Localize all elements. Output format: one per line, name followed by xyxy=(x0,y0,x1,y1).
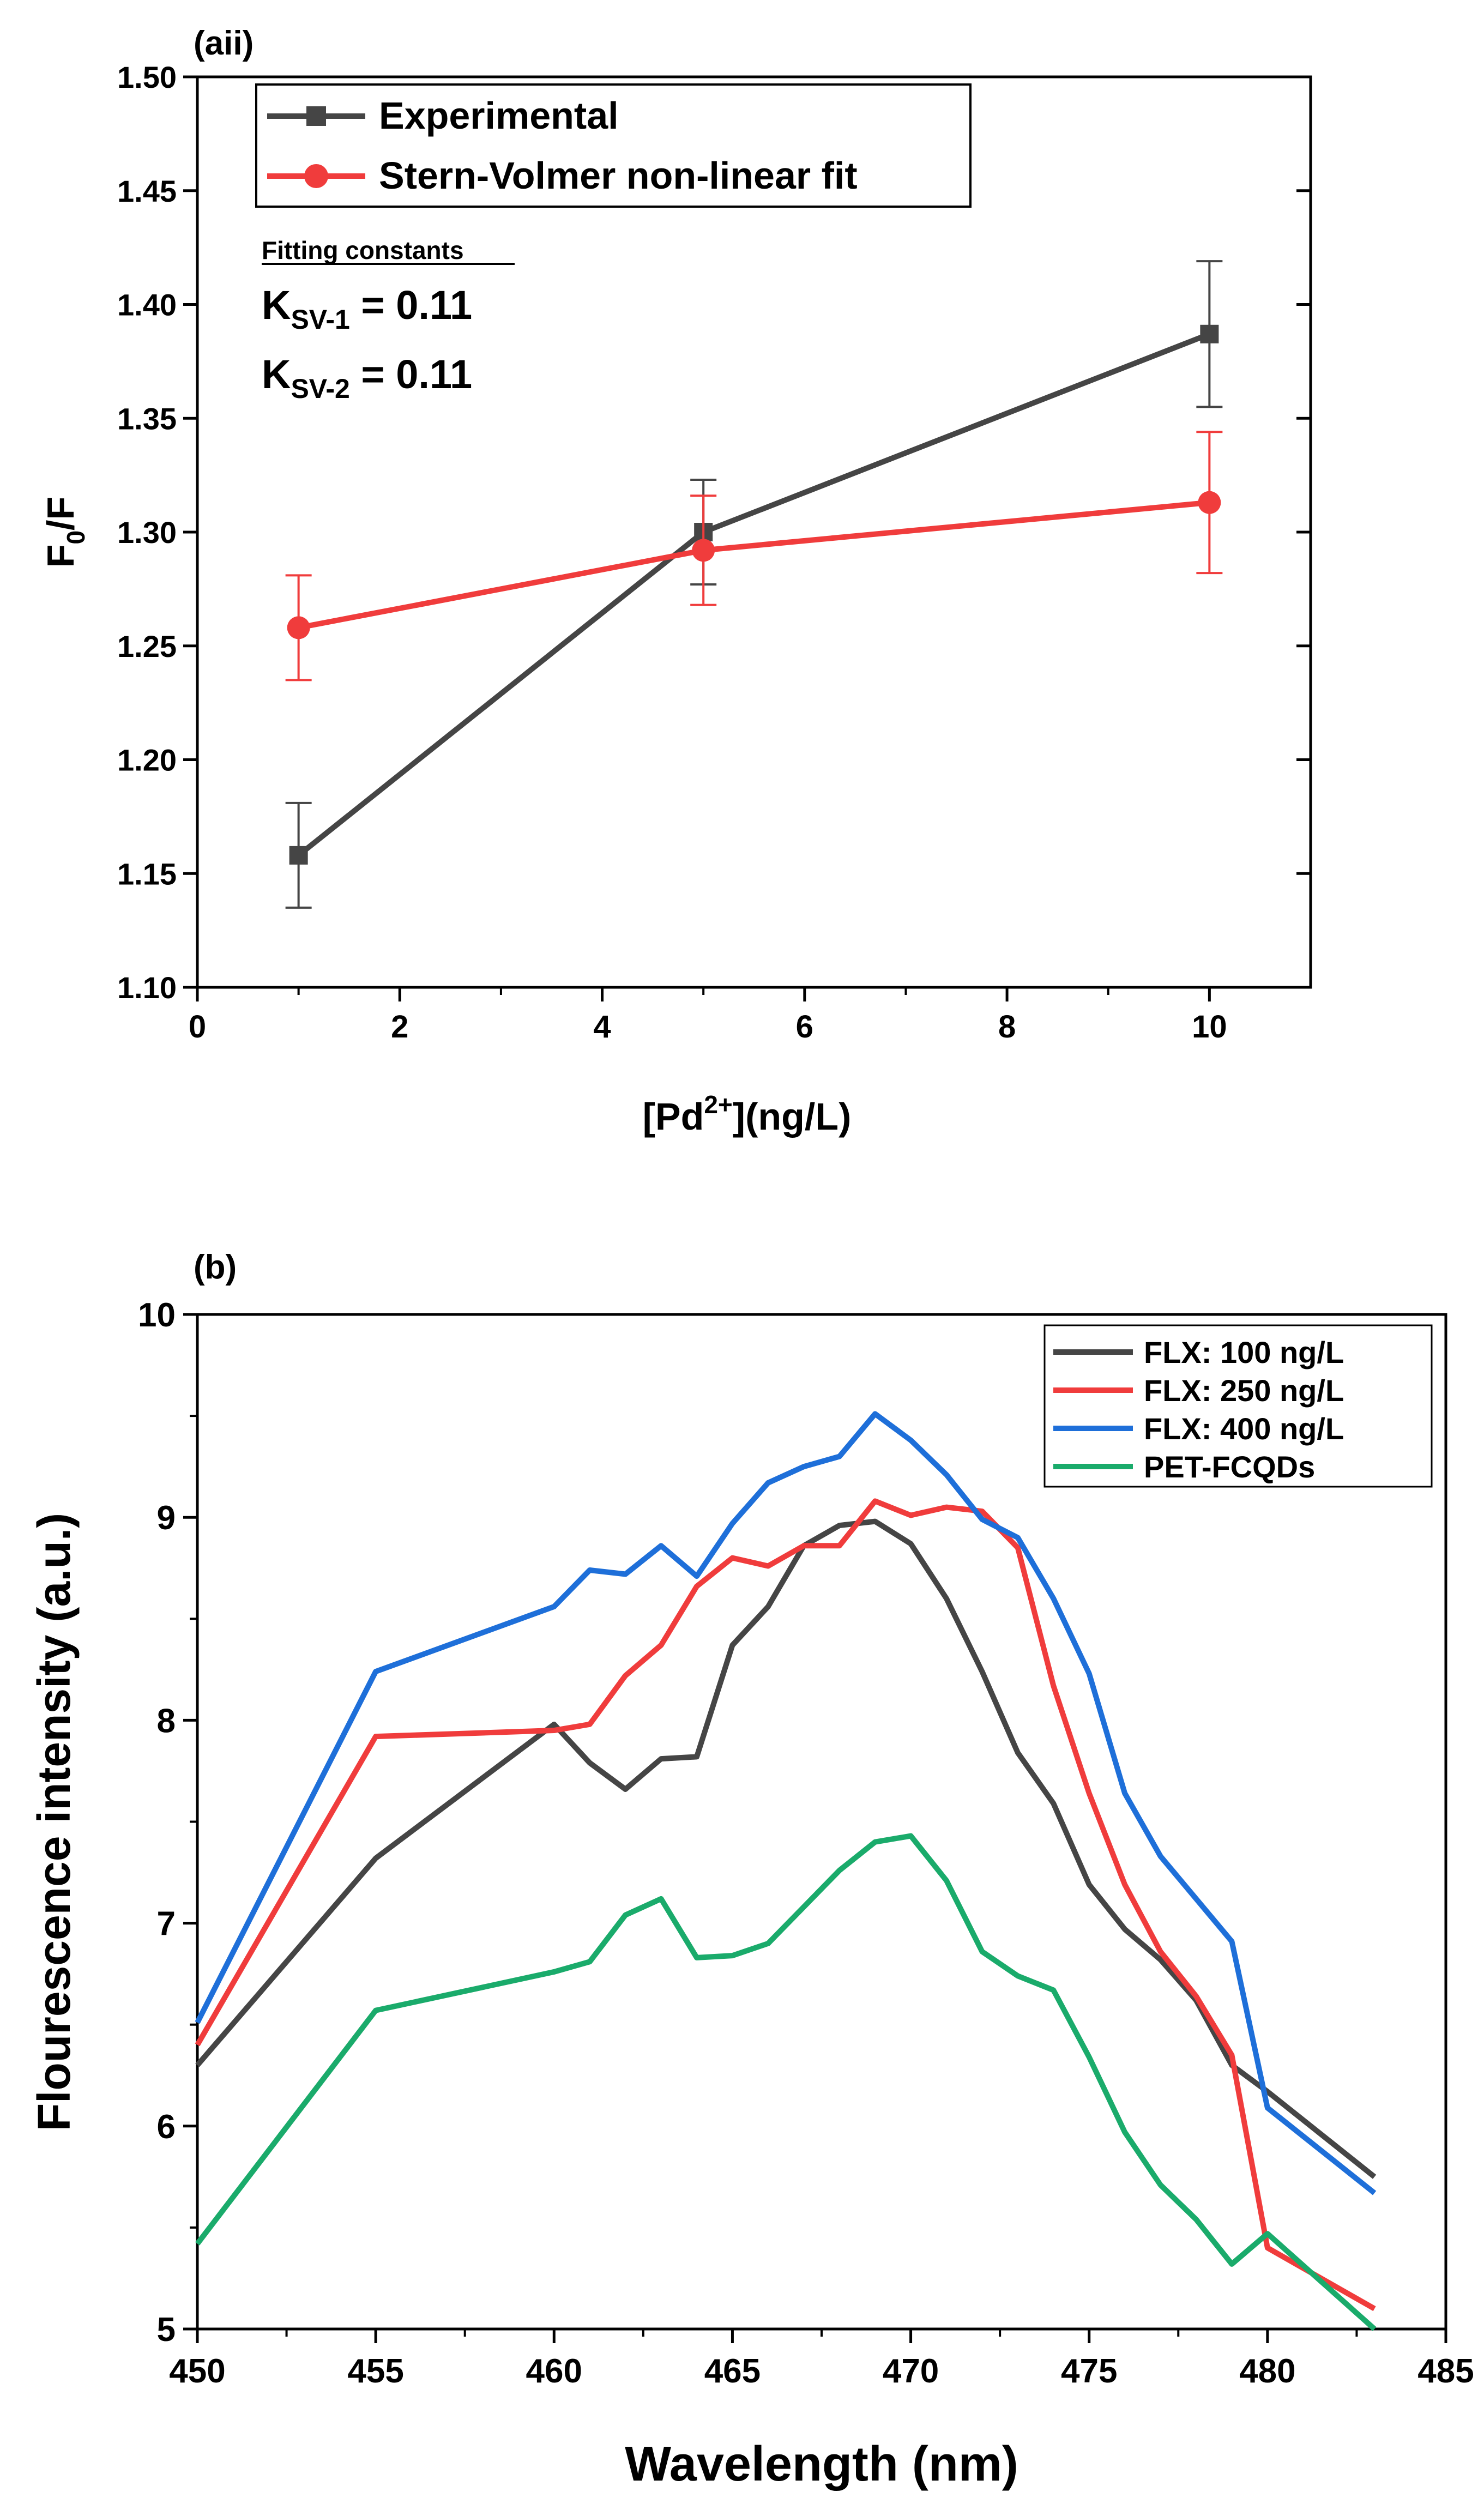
series-flx-400-ng-l xyxy=(195,1411,1377,2195)
panel-aii-grid-ticks: 0 2 4 6 8 10 1.10 1.15 1.20 1.25 1.30 1.35 1.40 1.45 1… xyxy=(117,60,1311,1045)
x-title-superscript: 2+ xyxy=(704,1090,732,1119)
y-title-part-1: F xyxy=(39,545,82,568)
y-tick-label: 7 xyxy=(157,1905,176,1943)
panel-aii-frame xyxy=(196,75,1312,989)
legend-label-flx-400: FLX: 400 ng/L xyxy=(1144,1411,1344,1446)
y-tick-label: 1.30 xyxy=(117,515,177,550)
ksv1-subscript: SV-1 xyxy=(291,304,349,335)
panel-aii-series xyxy=(285,260,1223,909)
x-tick-label: 475 xyxy=(1061,2352,1117,2390)
series-line xyxy=(297,331,1211,858)
x-tick-label: 470 xyxy=(883,2352,939,2390)
ksv2-text: KSV-2 = 0.11 xyxy=(262,352,472,404)
data-point xyxy=(1200,324,1219,343)
ksv2-subscript: SV-2 xyxy=(291,373,349,404)
ksv2-value: = 0.11 xyxy=(350,352,472,397)
legend-entry-pet-fcqds: PET-FCQDs xyxy=(1053,1450,1315,1484)
panel-aii-label: (aii) xyxy=(194,25,254,62)
y-title-subscript: 0 xyxy=(62,530,90,545)
data-point xyxy=(287,616,310,639)
y-tick-label: 8 xyxy=(157,1702,176,1740)
panel-b: (b) 450 455 460 465 470 475 480 485 5 6 7 8 9 10 FLX:… xyxy=(28,1248,1474,2491)
panel-aii: (aii) 0 2 4 6 8 10 1.10 1.15 1.20 1.25 1.30 1.35 1.4… xyxy=(39,25,1312,1138)
ksv1-text: KSV-1 = 0.11 xyxy=(262,282,472,335)
panel-b-legend: FLX: 100 ng/L FLX: 250 ng/L FLX: 400 ng/… xyxy=(1043,1324,1433,1488)
panel-b-grid-ticks: 450 455 460 465 470 475 480 485 5 6 7 8 9 10 xyxy=(138,1296,1474,2390)
data-point xyxy=(1198,491,1221,514)
legend-entry-flx-400: FLX: 400 ng/L xyxy=(1053,1411,1344,1446)
data-point xyxy=(289,846,308,865)
y-tick-label: 6 xyxy=(157,2108,176,2146)
series-flx-250-ng-l xyxy=(195,1498,1376,2312)
ksv1-value: = 0.11 xyxy=(350,282,472,328)
x-tick-label: 455 xyxy=(347,2352,403,2390)
y-tick-label: 1.35 xyxy=(117,401,177,436)
y-tick-label: 1.45 xyxy=(117,174,177,208)
legend-entry-flx-100: FLX: 100 ng/L xyxy=(1053,1335,1344,1369)
legend-box xyxy=(255,83,972,208)
y-tick-label: 5 xyxy=(157,2311,176,2349)
x-tick-label: 6 xyxy=(796,1009,813,1045)
fitting-constants-annotation: Fitting constants KSV-1 = 0.11 KSV-2 = 0… xyxy=(262,236,515,404)
data-point xyxy=(692,539,715,562)
ksv2-symbol: K xyxy=(262,352,291,397)
legend-label-flx-100: FLX: 100 ng/L xyxy=(1144,1335,1344,1369)
y-tick-label: 9 xyxy=(157,1499,176,1537)
y-tick-label: 10 xyxy=(138,1296,176,1334)
x-title-part-2: ](ng/L) xyxy=(733,1095,852,1138)
series-pet-fcqds xyxy=(195,1833,1377,2331)
series-flx-100-ng-l xyxy=(195,1518,1377,2179)
x-tick-label: 0 xyxy=(189,1009,206,1045)
y-tick-label: 1.25 xyxy=(117,629,177,663)
x-tick-label: 2 xyxy=(391,1009,408,1045)
ksv1-symbol: K xyxy=(262,282,291,328)
series-line xyxy=(298,499,1210,631)
legend-label-pet-fcqds: PET-FCQDs xyxy=(1144,1450,1315,1484)
x-title-part-1: [Pd xyxy=(643,1095,704,1138)
legend-entry-experimental: Experimental xyxy=(267,94,619,137)
panel-b-series xyxy=(195,1411,1377,2331)
legend-label-stern-volmer: Stern-Volmer non-linear fit xyxy=(379,154,858,197)
y-title-part-2: /F xyxy=(39,497,82,530)
y-tick-label: 1.15 xyxy=(117,856,177,891)
x-tick-label: 8 xyxy=(998,1009,1016,1045)
x-tick-label: 485 xyxy=(1417,2352,1474,2390)
y-tick-label: 1.40 xyxy=(117,288,177,322)
y-tick-label: 1.20 xyxy=(117,743,177,777)
legend-marker-stern-volmer xyxy=(304,164,328,188)
x-tick-label: 480 xyxy=(1239,2352,1295,2390)
x-tick-label: 10 xyxy=(1192,1009,1227,1045)
x-tick-label: 460 xyxy=(526,2352,582,2390)
y-tick-label: 1.10 xyxy=(117,970,177,1005)
x-tick-label: 4 xyxy=(593,1009,611,1045)
y-tick-label: 1.50 xyxy=(117,60,177,94)
panel-aii-legend: Experimental Stern-Volmer non-linear fit xyxy=(255,83,972,208)
legend-marker-experimental xyxy=(306,106,326,126)
legend-entry-stern-volmer: Stern-Volmer non-linear fit xyxy=(267,154,858,197)
panel-b-y-axis-title: Flourescence intensity (a.u.) xyxy=(28,1513,80,2131)
legend-label-experimental: Experimental xyxy=(379,94,619,137)
panel-aii-y-axis-title: F0/F xyxy=(39,497,90,568)
fitting-constants-heading: Fitting constants xyxy=(262,236,464,264)
series-stern-volmer-non-linear-fit xyxy=(285,431,1223,681)
legend-label-flx-250: FLX: 250 ng/L xyxy=(1144,1373,1344,1408)
x-tick-label: 450 xyxy=(169,2352,225,2390)
x-tick-label: 465 xyxy=(704,2352,761,2390)
panel-aii-x-axis-title: [Pd2+](ng/L) xyxy=(643,1090,852,1138)
panel-b-x-axis-title: Wavelength (nm) xyxy=(625,2437,1018,2491)
legend-entry-flx-250: FLX: 250 ng/L xyxy=(1053,1373,1344,1408)
panel-b-label: (b) xyxy=(194,1248,237,1286)
